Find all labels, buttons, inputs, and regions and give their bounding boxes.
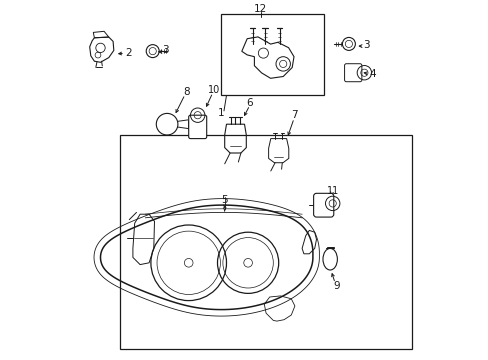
Text: 2: 2 — [125, 48, 132, 58]
FancyBboxPatch shape — [313, 193, 333, 217]
Bar — [120, 135, 411, 349]
Bar — [221, 14, 323, 95]
Text: 12: 12 — [254, 4, 267, 14]
Text: 6: 6 — [246, 98, 253, 108]
Text: 9: 9 — [332, 281, 339, 291]
Text: 4: 4 — [368, 69, 375, 79]
Text: 7: 7 — [291, 110, 298, 120]
Text: 3: 3 — [162, 45, 168, 55]
Text: 8: 8 — [183, 87, 190, 97]
Text: 3: 3 — [363, 40, 369, 50]
Text: 5: 5 — [221, 195, 227, 205]
FancyBboxPatch shape — [188, 115, 206, 139]
Text: 11: 11 — [326, 186, 338, 196]
FancyBboxPatch shape — [344, 64, 361, 82]
Text: 10: 10 — [207, 85, 220, 95]
Text: 1: 1 — [217, 108, 224, 118]
